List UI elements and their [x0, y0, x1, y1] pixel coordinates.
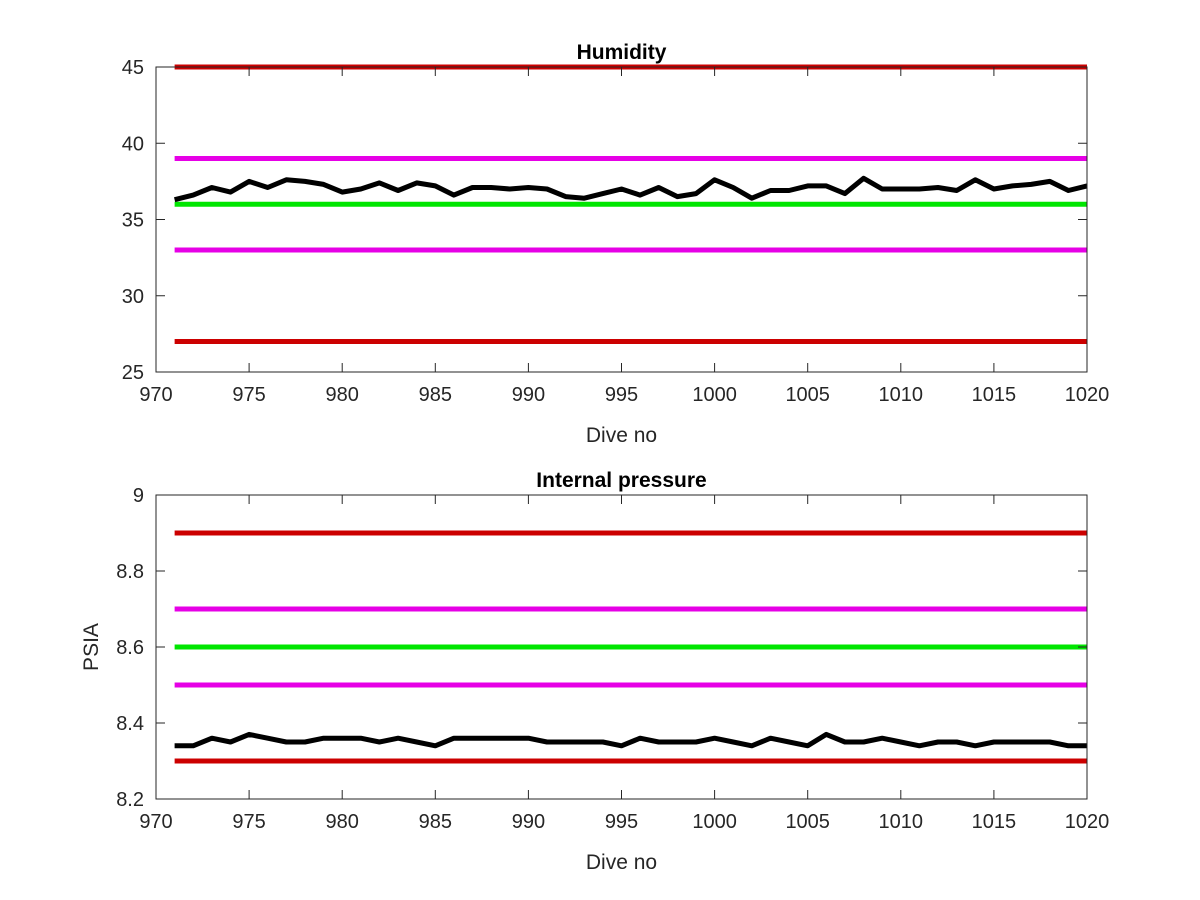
x-tick-label: 985	[419, 384, 452, 406]
humidity-panel: 970 975 980 985 990 995 1000 1005 1010 1015 1020 25…	[122, 41, 1110, 447]
x-tick-label: 985	[419, 811, 452, 833]
x-tick-label: 995	[605, 811, 638, 833]
x-tick-label: 1000	[692, 811, 737, 833]
x-tick-label: 995	[605, 384, 638, 406]
x-tick-label: 990	[512, 384, 545, 406]
axes-box	[155, 66, 1088, 373]
x-axis-label: Dive no	[586, 851, 657, 874]
x-tick-label: 1020	[1065, 811, 1110, 833]
y-tick-label: 8.4	[116, 713, 144, 735]
y-tick-label: 8.8	[116, 561, 144, 583]
x-axis-label: Dive no	[586, 424, 657, 447]
internal-pressure-panel: 970 975 980 985 990 995 1000 1005 1010 1015 1020 8.…	[80, 469, 1109, 874]
x-tick-label: 1020	[1065, 384, 1110, 406]
y-tick-label: 45	[122, 57, 144, 79]
x-tick-label: 975	[232, 811, 265, 833]
data-series-line	[173, 175, 1088, 203]
x-tick-label: 975	[232, 384, 265, 406]
data-series-line	[174, 731, 1087, 749]
x-tick-label: 1015	[972, 811, 1017, 833]
y-tick-label: 25	[122, 362, 144, 384]
x-tick-label: 1005	[785, 384, 830, 406]
x-tick-label: 970	[139, 811, 172, 833]
x-tick-label: 1015	[972, 384, 1017, 406]
y-tick-label: 35	[122, 210, 144, 232]
y-tick-label: 8.6	[116, 637, 144, 659]
x-tick-label: 1010	[879, 811, 924, 833]
x-tick-label: 980	[326, 384, 359, 406]
y-tick-label: 9	[133, 485, 144, 507]
x-tick-label: 1000	[692, 384, 737, 406]
x-tick-label: 990	[512, 811, 545, 833]
y-tick-label: 8.2	[116, 789, 144, 811]
x-tick-label: 1005	[785, 811, 830, 833]
x-tick-label: 1010	[879, 384, 924, 406]
chart-title: Humidity	[577, 41, 667, 64]
x-tick-label: 970	[139, 384, 172, 406]
y-tick-label: 40	[122, 133, 144, 155]
x-tick-label: 980	[326, 811, 359, 833]
y-tick-label: 30	[122, 286, 144, 308]
y-axis-label: PSIA	[80, 623, 103, 671]
chart-title: Internal pressure	[536, 469, 706, 492]
